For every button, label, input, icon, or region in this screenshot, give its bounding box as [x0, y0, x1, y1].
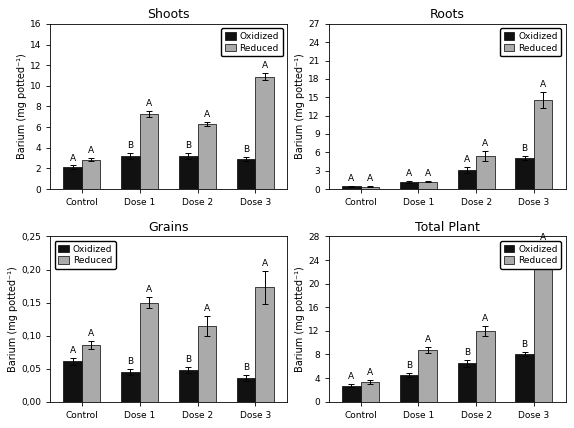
Bar	[121, 156, 139, 189]
Text: A: A	[464, 155, 470, 164]
Text: B: B	[522, 144, 528, 153]
Bar	[139, 303, 158, 401]
Bar	[418, 350, 437, 401]
Bar	[197, 124, 216, 189]
Text: A: A	[406, 169, 412, 178]
Bar	[418, 182, 437, 189]
Legend: Oxidized, Reduced: Oxidized, Reduced	[500, 28, 561, 56]
Bar	[515, 354, 534, 401]
Text: B: B	[185, 141, 191, 150]
Bar	[179, 156, 197, 189]
Title: Grains: Grains	[148, 221, 189, 234]
Text: A: A	[204, 304, 210, 313]
Text: B: B	[185, 355, 191, 364]
Text: A: A	[482, 140, 488, 149]
Text: B: B	[243, 145, 249, 154]
Bar	[360, 382, 379, 401]
Bar	[476, 156, 495, 189]
Text: A: A	[367, 175, 373, 184]
Text: A: A	[367, 369, 373, 377]
Bar	[82, 160, 100, 189]
Text: A: A	[146, 99, 152, 108]
Y-axis label: Barium (mg potted⁻¹): Barium (mg potted⁻¹)	[9, 266, 18, 372]
Bar	[400, 182, 418, 189]
Bar	[534, 251, 552, 401]
Bar	[534, 100, 552, 189]
Legend: Oxidized, Reduced: Oxidized, Reduced	[222, 28, 282, 56]
Bar	[476, 331, 495, 401]
Title: Shoots: Shoots	[148, 8, 190, 21]
Text: A: A	[69, 154, 76, 163]
Bar	[457, 170, 476, 189]
Text: A: A	[88, 146, 94, 155]
Bar	[237, 159, 255, 189]
Title: Total Plant: Total Plant	[415, 221, 480, 234]
Bar	[360, 187, 379, 189]
Text: A: A	[425, 169, 430, 178]
Legend: Oxidized, Reduced: Oxidized, Reduced	[55, 241, 116, 269]
Y-axis label: Barium (mg potted⁻¹): Barium (mg potted⁻¹)	[296, 54, 305, 159]
Text: B: B	[243, 363, 249, 372]
Y-axis label: Barium (mg potted⁻¹): Barium (mg potted⁻¹)	[17, 54, 27, 159]
Bar	[179, 370, 197, 401]
Text: B: B	[522, 339, 528, 348]
Bar	[457, 363, 476, 401]
Bar	[237, 378, 255, 401]
Text: A: A	[262, 61, 267, 70]
Bar	[255, 287, 274, 401]
Text: A: A	[425, 335, 430, 344]
Text: B: B	[127, 357, 134, 366]
Y-axis label: Barium (mg potted⁻¹): Barium (mg potted⁻¹)	[296, 266, 305, 372]
Text: A: A	[348, 174, 354, 183]
Title: Roots: Roots	[430, 8, 464, 21]
Bar	[342, 186, 360, 189]
Bar	[64, 361, 82, 401]
Bar	[82, 345, 100, 401]
Bar	[400, 375, 418, 401]
Text: A: A	[348, 372, 354, 381]
Bar	[515, 158, 534, 189]
Text: A: A	[540, 80, 546, 89]
Text: A: A	[540, 233, 546, 242]
Text: B: B	[127, 141, 134, 150]
Bar	[197, 326, 216, 401]
Text: A: A	[69, 346, 76, 355]
Bar	[121, 372, 139, 401]
Bar	[139, 114, 158, 189]
Bar	[255, 77, 274, 189]
Bar	[64, 167, 82, 189]
Text: A: A	[146, 285, 152, 294]
Text: A: A	[204, 110, 210, 119]
Legend: Oxidized, Reduced: Oxidized, Reduced	[500, 241, 561, 269]
Text: A: A	[262, 259, 267, 268]
Text: B: B	[464, 348, 470, 357]
Text: A: A	[482, 314, 488, 323]
Text: B: B	[406, 361, 412, 370]
Text: A: A	[88, 329, 94, 338]
Bar	[342, 386, 360, 401]
